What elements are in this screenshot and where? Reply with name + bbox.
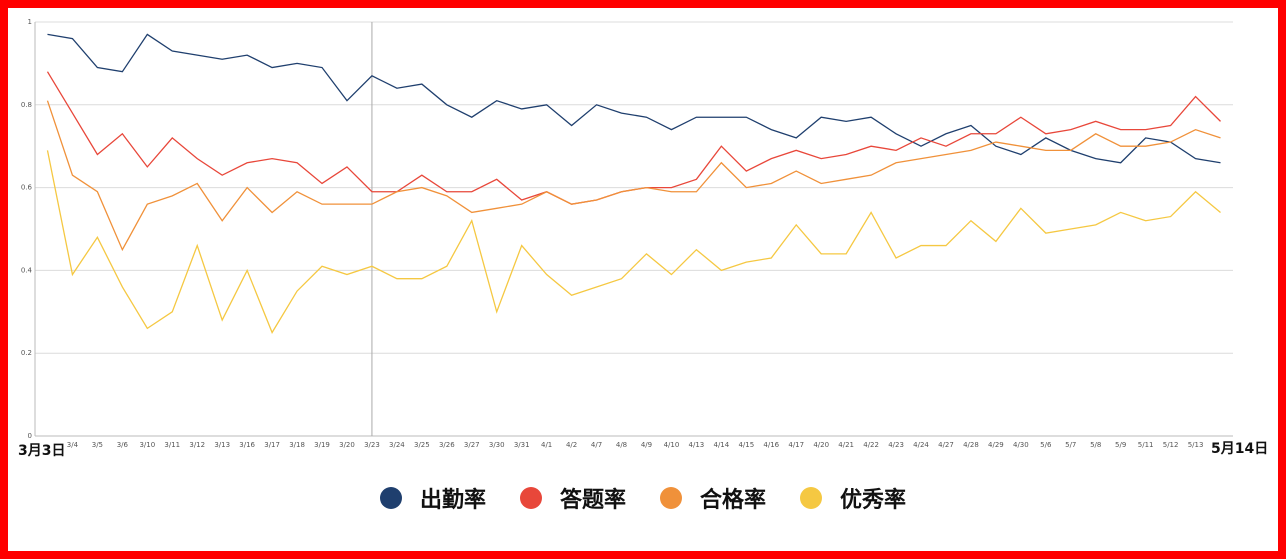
x-tick-label: 4/1 [541,441,552,449]
series-line [46,150,1221,334]
chart: 0 0.2 0.4 0.6 0.8 1 3/4 3/5 3/6 3/10 3/11 3/12 3/13 3… [18,18,1268,459]
legend-marker [379,487,402,509]
x-tick-label: 4/20 [813,441,829,449]
x-tick-label: 4/27 [938,441,954,449]
x-tick-label: 5/7 [1065,441,1076,449]
x-tick-label: 4/10 [664,441,680,449]
x-tick-label: 3/4 [67,441,79,449]
x-tick-label: 3/27 [464,441,480,449]
x-tick-label: 4/13 [689,441,705,449]
x-tick-label: 5/11 [1138,441,1154,449]
x-tick-label: 3/10 [139,441,155,449]
y-tick-label: 1 [28,18,32,26]
x-tick-label: 4/28 [963,441,979,449]
x-tick-label: 5/6 [1040,441,1052,449]
x-tick-label: 4/16 [763,441,779,449]
y-tick-label: 0.2 [21,349,32,357]
x-tick-label: 4/15 [738,441,754,449]
x-tick-label: 4/14 [713,441,729,449]
series-line [46,100,1221,252]
x-tick-label: 4/17 [788,441,804,449]
x-tick-label: 3/23 [364,441,380,449]
x-tick-label: 5/13 [1188,441,1204,449]
legend-label: 优秀率 [840,488,907,513]
x-start-label: 3月3日 [18,443,65,459]
legend: 出勤率 答题率 合格率 优秀率 [0,482,1286,514]
x-tick-label: 4/8 [616,441,627,449]
x-tick-label: 3/17 [264,441,280,449]
legend-label: 出勤率 [419,488,486,513]
legend-marker [800,487,823,509]
x-tick-label: 4/29 [988,441,1004,449]
x-tick-label: 3/16 [239,441,255,449]
y-tick-label: 0.8 [21,101,32,109]
x-tick-label: 4/21 [838,441,854,449]
x-tick-label: 3/30 [489,441,505,449]
x-tick-label: 3/31 [514,441,530,449]
x-tick-label: 3/20 [339,441,355,449]
x-tick-label: 3/5 [92,441,103,449]
series-line [46,71,1221,205]
legend-item: 优秀率 [800,482,906,514]
x-tick-label: 4/9 [641,441,652,449]
legend-item: 出勤率 [379,482,486,514]
x-tick-label: 4/22 [863,441,879,449]
x-tick-label: 4/7 [591,441,602,449]
x-tick-label: 3/24 [389,441,405,449]
x-tick-label: 4/23 [888,441,904,449]
x-tick-label: 3/11 [164,441,180,449]
x-tick-label: 5/12 [1163,441,1179,449]
x-tick-label: 4/30 [1013,441,1029,449]
x-tick-label: 4/24 [913,441,929,449]
legend-label: 答题率 [559,488,626,513]
series-line [47,33,1221,164]
x-end-label: 5月14日 [1211,441,1268,457]
x-tick-label: 3/26 [439,441,455,449]
legend-marker [519,487,542,509]
x-tick-label: 5/9 [1115,441,1126,449]
x-tick-label: 3/19 [314,441,330,449]
legend-label: 合格率 [700,488,767,513]
legend-item: 答题率 [519,482,626,514]
y-tick-label: 0 [28,432,32,440]
legend-marker [660,487,682,509]
x-tick-label: 3/13 [214,441,230,449]
x-tick-label: 3/6 [117,441,129,449]
x-tick-label: 3/25 [414,441,430,449]
x-tick-label: 3/12 [189,441,205,449]
y-tick-label: 0.6 [21,184,33,192]
x-tick-label: 5/8 [1090,441,1101,449]
x-tick-label: 4/2 [566,441,577,449]
x-tick-label: 3/18 [289,441,305,449]
legend-item: 合格率 [660,482,766,514]
y-tick-label: 0.4 [21,266,33,274]
